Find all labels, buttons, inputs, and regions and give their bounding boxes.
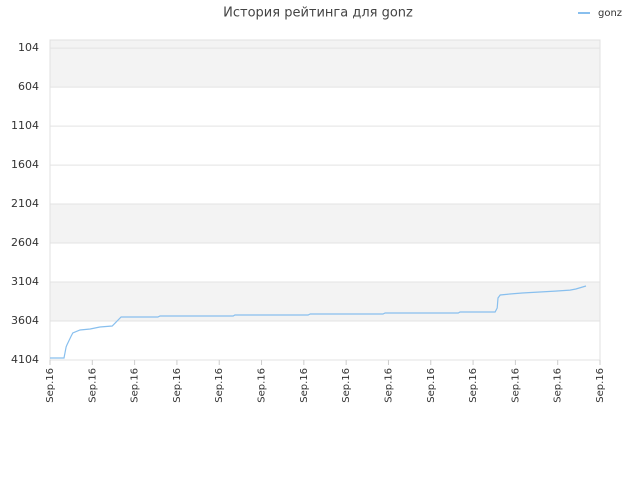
- y-tick-label: 1104: [11, 119, 39, 132]
- x-tick-label: Sep.16: [426, 368, 437, 403]
- x-tick-label: Sep.16: [383, 368, 394, 403]
- y-tick-label: 4104: [11, 353, 39, 366]
- y-tick-label: 604: [18, 80, 39, 93]
- x-tick-label: Sep.16: [172, 368, 183, 403]
- y-tick-label: 3604: [11, 314, 39, 327]
- x-tick-label: Sep.16: [595, 368, 606, 403]
- legend-label: gonz: [598, 8, 622, 19]
- x-tick-label: Sep.16: [468, 368, 479, 403]
- x-tick-label: Sep.16: [257, 368, 268, 403]
- x-tick-label: Sep.16: [130, 368, 141, 403]
- y-tick-label: 2604: [11, 236, 39, 249]
- x-tick-label: Sep.16: [510, 368, 521, 403]
- x-tick-label: Sep.16: [299, 368, 310, 403]
- data-line: [50, 285, 587, 359]
- y-tick-label: 104: [18, 41, 39, 54]
- plot-band: [50, 282, 600, 321]
- x-tick-label: Sep.16: [553, 368, 564, 403]
- y-tick-label: 1604: [11, 158, 39, 171]
- y-tick-label: 2104: [11, 197, 39, 210]
- plot-band: [50, 40, 600, 87]
- plot-band: [50, 204, 600, 243]
- chart-title: История рейтинга для gonz: [223, 6, 413, 21]
- x-tick-label: Sep.16: [214, 368, 225, 403]
- y-tick-label: 3104: [11, 275, 39, 288]
- x-tick-label: Sep.16: [45, 368, 56, 403]
- x-tick-label: Sep.16: [87, 368, 98, 403]
- x-tick-label: Sep.16: [341, 368, 352, 403]
